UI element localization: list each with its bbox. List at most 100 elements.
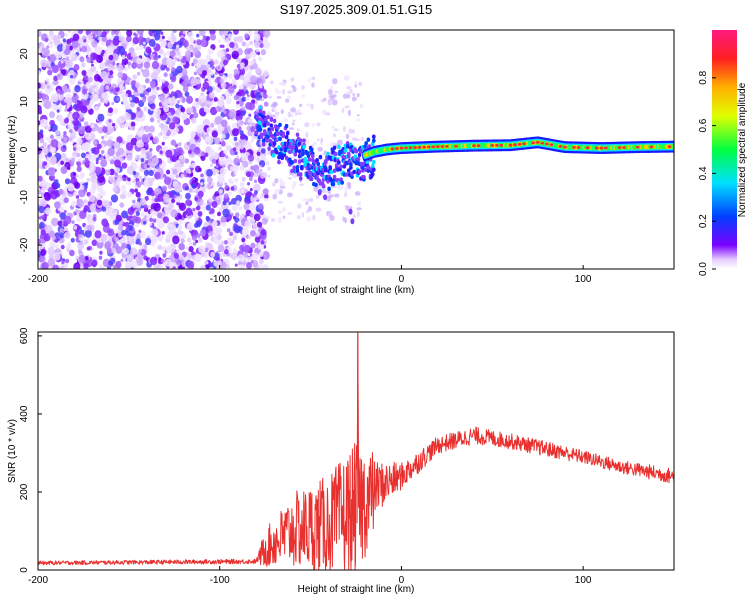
spectrogram-noise-cell xyxy=(78,188,86,198)
spectrogram-noise-cell xyxy=(114,219,120,225)
spectrogram-noise-cell xyxy=(98,264,105,269)
spectrogram-noise-cell xyxy=(244,135,248,140)
spectrogram-noise-cell xyxy=(167,230,175,238)
spectrogram-noise-cell xyxy=(192,107,197,113)
spectrogram-noise-cell xyxy=(279,180,286,187)
spectrogram-noise-cell xyxy=(127,207,135,215)
spectrogram-noise-cell xyxy=(206,91,210,95)
spectrogram-noise-cell xyxy=(191,234,197,241)
spectrogram-noise-cell xyxy=(359,103,364,109)
spectrogram-noise-cell xyxy=(243,244,251,254)
spectrogram-noise-cell xyxy=(259,43,264,49)
spectrogram-noise-cell xyxy=(120,237,125,244)
spectrogram-noise-cell xyxy=(205,215,210,221)
spectrogram-noise-cell xyxy=(228,191,232,196)
spectrogram-noise-cell xyxy=(70,237,75,243)
spectrogram-noise-cell xyxy=(272,101,278,107)
spectrogram-noise-cell xyxy=(223,110,227,115)
spectrogram-noise-cell xyxy=(38,120,41,126)
spectrogram-noise-cell xyxy=(134,33,138,38)
spectrogram-noise-cell xyxy=(209,33,216,41)
spectrogram-noise-cell xyxy=(198,245,206,254)
spectrogram-noise-cell xyxy=(267,95,273,99)
spectrogram-noise-cell xyxy=(47,69,53,76)
spectrogram-trace-cell xyxy=(508,143,513,147)
spectrogram-trace-cell xyxy=(294,146,299,152)
spectrogram-noise-cell xyxy=(127,224,134,232)
spectrogram-noise-cell xyxy=(160,31,164,35)
spectrogram-trace-cell xyxy=(258,108,263,114)
spectrogram-noise-cell xyxy=(125,35,132,43)
spectrogram-noise-cell xyxy=(182,30,187,35)
spectrogram-noise-cell xyxy=(168,202,175,210)
spectrogram-noise-cell xyxy=(149,256,158,266)
spectrogram-noise-cell xyxy=(277,210,283,214)
spectrogram-noise-cell xyxy=(177,72,183,78)
spectrogram-trace-cell xyxy=(422,145,426,149)
spectrogram-noise-cell xyxy=(248,70,252,74)
spectrogram-noise-cell xyxy=(214,191,220,198)
spectrogram-noise-cell xyxy=(61,260,65,265)
spectrogram-noise-cell xyxy=(121,55,126,60)
spectrogram-trace-cell xyxy=(271,153,276,158)
spectrogram-trace-cell xyxy=(318,154,323,160)
spectrogram-noise-cell xyxy=(286,192,293,198)
spectrogram-noise-cell xyxy=(250,229,256,237)
spectrogram-noise-cell xyxy=(220,137,225,142)
spectrogram-noise-cell xyxy=(252,149,258,155)
spectrogram-trace-cell xyxy=(408,146,413,150)
spectrogram-noise-cell xyxy=(184,91,190,97)
spectrogram-noise-cell xyxy=(311,82,315,88)
spectrogram-noise-cell xyxy=(157,54,161,59)
spectrogram-noise-cell xyxy=(218,188,223,195)
spectrogram-noise-cell xyxy=(195,141,201,148)
spectrogram-noise-cell xyxy=(240,187,247,194)
spectrogram-noise-cell xyxy=(134,81,141,89)
spectrogram-trace-cell xyxy=(364,141,368,146)
spectrogram-trace-cell xyxy=(372,138,376,143)
spectrogram-noise-cell xyxy=(75,174,79,178)
spectrogram-noise-cell xyxy=(239,84,244,90)
spectrogram-noise-cell xyxy=(202,35,207,40)
spectrogram-noise-cell xyxy=(138,241,143,246)
spectrogram-noise-cell xyxy=(263,41,271,49)
spectrogram-noise-cell xyxy=(143,106,148,112)
spectrogram-noise-cell xyxy=(117,71,124,79)
spectrogram-noise-cell xyxy=(72,111,80,121)
spectrogram-noise-cell xyxy=(202,81,210,90)
spectrogram-trace-cell xyxy=(270,126,275,132)
spectrogram-noise-cell xyxy=(73,63,80,71)
spectrogram-noise-cell xyxy=(351,137,358,142)
spectrogram-noise-cell xyxy=(249,176,253,182)
spectrogram-noise-cell xyxy=(127,61,132,66)
spectrogram-noise-cell xyxy=(215,169,220,174)
spectrogram-noise-cell xyxy=(139,141,145,148)
spectrogram-noise-cell xyxy=(323,150,327,155)
colorbar-ticks: 0.0 0.2 0.4 0.6 0.8 xyxy=(698,70,716,276)
spectrogram-noise-cell xyxy=(282,207,286,212)
spectrogram-noise-cell xyxy=(38,92,43,100)
spectrogram-noise-cell xyxy=(253,183,261,193)
spectrogram-noise-cell xyxy=(50,125,54,129)
spectrogram-noise-cell xyxy=(85,81,92,89)
spectrogram-x-ticks: -200 -100 0 100 xyxy=(28,265,592,285)
spectrogram-noise-cell xyxy=(262,69,269,77)
spectrogram-noise-cell xyxy=(157,132,162,137)
spectrogram-noise-cell xyxy=(258,171,263,176)
spectrogram-trace-cell xyxy=(262,129,267,134)
spectrogram-noise-cell xyxy=(237,220,242,227)
spectrogram-noise-cell xyxy=(180,173,185,179)
spectrogram-noise-cell xyxy=(124,260,132,269)
spectrogram-noise-cell xyxy=(71,220,75,225)
spectrogram-noise-cell xyxy=(94,166,102,175)
spectrogram-noise-cell xyxy=(327,190,331,195)
spectrogram-noise-cell xyxy=(84,157,89,163)
spectrogram-noise-cell xyxy=(161,129,167,136)
spectrogram-noise-cell xyxy=(312,123,315,127)
spectrogram-noise-cell xyxy=(178,54,183,60)
spectrogram-trace-cell xyxy=(361,165,365,171)
spectrogram-noise-cell xyxy=(77,125,86,135)
spectrogram-noise-cell xyxy=(329,215,335,221)
spectrogram-y-tick-label: 10 xyxy=(19,96,30,108)
